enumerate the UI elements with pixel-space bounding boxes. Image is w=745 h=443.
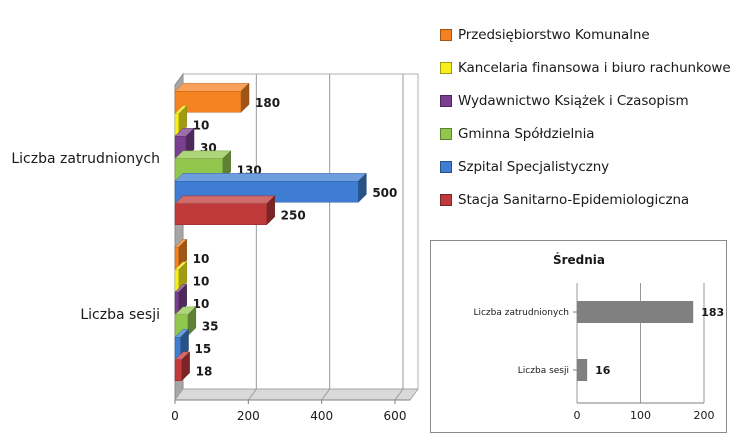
bar-top bbox=[174, 195, 276, 204]
legend-swatch bbox=[440, 94, 452, 107]
legend-item-przedsiebiorstwo-komunalne: Przedsiębiorstwo Komunalne bbox=[440, 18, 745, 51]
data-label: 250 bbox=[281, 208, 306, 222]
legend-swatch bbox=[440, 160, 452, 173]
bar bbox=[577, 301, 694, 323]
category-label: Liczba sesji bbox=[80, 307, 160, 323]
bar bbox=[174, 91, 242, 113]
data-label: 500 bbox=[372, 186, 397, 200]
category-label: Liczba zatrudnionych bbox=[11, 151, 160, 167]
data-label: 16 bbox=[595, 364, 611, 377]
data-label: 10 bbox=[193, 252, 210, 266]
x-tick-label: 0 bbox=[574, 409, 581, 422]
data-label: 10 bbox=[193, 118, 210, 132]
x-tick-label: 400 bbox=[310, 409, 333, 423]
legend-item-wydawnictwo: Wydawnictwo Książek i Czasopism bbox=[440, 84, 745, 117]
gridline-floor bbox=[247, 388, 257, 401]
legend-label: Gminna Spółdzielnia bbox=[458, 125, 595, 142]
bar bbox=[174, 359, 182, 381]
x-tick-label: 100 bbox=[630, 409, 651, 422]
bar-top bbox=[174, 173, 367, 182]
x-tick-label: 0 bbox=[171, 409, 179, 423]
average-inset-chart: Średnia 0 100 200 Liczba zatrudnionych 183 Lic… bbox=[430, 240, 727, 433]
bar bbox=[174, 113, 179, 135]
plot-floor bbox=[174, 388, 419, 401]
legend-swatch bbox=[440, 28, 452, 41]
legend-item-stacja-sanitarna: Stacja Sanitarno-Epidemiologiczna bbox=[440, 183, 745, 216]
legend-swatch bbox=[440, 193, 452, 206]
bar-top bbox=[174, 83, 250, 92]
legend-item-szpital: Szpital Specjalistyczny bbox=[440, 150, 745, 183]
legend-label: Stacja Sanitarno-Epidemiologiczna bbox=[458, 191, 690, 208]
bar bbox=[174, 269, 179, 291]
gridline-floor bbox=[394, 388, 404, 401]
legend-label: Szpital Specjalistyczny bbox=[458, 158, 610, 175]
legend-item-gminna-spoldzielnia: Gminna Spółdzielnia bbox=[440, 117, 745, 150]
bar-top bbox=[174, 150, 232, 159]
category-label: Liczba sesji bbox=[518, 366, 569, 376]
average-bar-chart: Średnia 0 100 200 Liczba zatrudnionych 183 Lic… bbox=[473, 252, 724, 422]
legend-swatch bbox=[440, 61, 452, 74]
x-tick-label: 200 bbox=[694, 409, 715, 422]
legend: Przedsiębiorstwo Komunalne Kancelaria fi… bbox=[440, 18, 745, 216]
bar bbox=[577, 359, 588, 381]
data-label: 35 bbox=[202, 319, 219, 333]
x-tick-label: 200 bbox=[237, 409, 260, 423]
inset-title: Średnia bbox=[553, 252, 605, 267]
bar bbox=[174, 247, 179, 269]
legend-item-kancelaria-finansowa: Kancelaria finansowa i biuro rachunkowe bbox=[440, 51, 745, 84]
bar bbox=[174, 292, 179, 314]
legend-label: Przedsiębiorstwo Komunalne bbox=[458, 26, 650, 43]
data-label: 183 bbox=[701, 306, 724, 319]
data-label: 10 bbox=[193, 297, 210, 311]
data-label: 15 bbox=[195, 342, 212, 356]
data-label: 10 bbox=[193, 274, 210, 288]
gridline-floor bbox=[321, 388, 331, 401]
data-label: 180 bbox=[255, 96, 280, 110]
bar bbox=[174, 203, 267, 225]
plot-back-wall bbox=[182, 73, 419, 390]
legend-label: Kancelaria finansowa i biuro rachunkowe bbox=[458, 59, 731, 76]
legend-swatch bbox=[440, 127, 452, 140]
x-tick-label: 600 bbox=[384, 409, 407, 423]
legend-label: Wydawnictwo Książek i Czasopism bbox=[458, 92, 689, 109]
data-label: 18 bbox=[196, 364, 213, 378]
category-label: Liczba zatrudnionych bbox=[473, 308, 569, 318]
